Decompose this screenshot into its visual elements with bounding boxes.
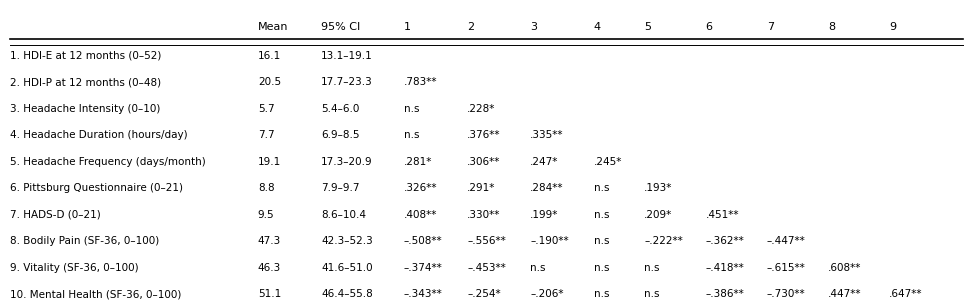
Text: .408**: .408** (404, 210, 437, 220)
Text: 6: 6 (705, 22, 712, 31)
Text: Mean: Mean (258, 22, 288, 31)
Text: 3: 3 (530, 22, 537, 31)
Text: 17.3–20.9: 17.3–20.9 (321, 157, 373, 167)
Text: 47.3: 47.3 (258, 236, 281, 246)
Text: 4. Headache Duration (hours/day): 4. Headache Duration (hours/day) (10, 130, 188, 140)
Text: .228*: .228* (467, 104, 495, 114)
Text: 95% CI: 95% CI (321, 22, 360, 31)
Text: .284**: .284** (530, 183, 563, 193)
Text: .306**: .306** (467, 157, 500, 167)
Text: .193*: .193* (644, 183, 672, 193)
Text: 2. HDI-P at 12 months (0–48): 2. HDI-P at 12 months (0–48) (10, 77, 161, 87)
Text: 13.1–19.1: 13.1–19.1 (321, 51, 373, 61)
Text: –.730**: –.730** (767, 289, 806, 299)
Text: –.206*: –.206* (530, 289, 563, 299)
Text: .247*: .247* (530, 157, 559, 167)
Text: n.s: n.s (594, 263, 609, 273)
Text: 8.6–10.4: 8.6–10.4 (321, 210, 366, 220)
Text: n.s: n.s (644, 289, 660, 299)
Text: 9: 9 (889, 22, 896, 31)
Text: 42.3–52.3: 42.3–52.3 (321, 236, 373, 246)
Text: .326**: .326** (404, 183, 437, 193)
Text: .447**: .447** (828, 289, 861, 299)
Text: 1: 1 (404, 22, 411, 31)
Text: 6. Pittsburg Questionnaire (0–21): 6. Pittsburg Questionnaire (0–21) (10, 183, 183, 193)
Text: 5. Headache Frequency (days/month): 5. Headache Frequency (days/month) (10, 157, 205, 167)
Text: .335**: .335** (530, 130, 563, 140)
Text: n.s: n.s (404, 104, 419, 114)
Text: 7: 7 (767, 22, 774, 31)
Text: 4: 4 (594, 22, 600, 31)
Text: 8.8: 8.8 (258, 183, 274, 193)
Text: 7. HADS-D (0–21): 7. HADS-D (0–21) (10, 210, 100, 220)
Text: 6.9–8.5: 6.9–8.5 (321, 130, 360, 140)
Text: .291*: .291* (467, 183, 495, 193)
Text: –.362**: –.362** (705, 236, 744, 246)
Text: –.556**: –.556** (467, 236, 506, 246)
Text: .330**: .330** (467, 210, 500, 220)
Text: 5.7: 5.7 (258, 104, 274, 114)
Text: 8: 8 (828, 22, 835, 31)
Text: .783**: .783** (404, 77, 437, 87)
Text: 19.1: 19.1 (258, 157, 281, 167)
Text: .608**: .608** (828, 263, 861, 273)
Text: .199*: .199* (530, 210, 559, 220)
Text: –.447**: –.447** (767, 236, 806, 246)
Text: n.s: n.s (594, 210, 609, 220)
Text: 17.7–23.3: 17.7–23.3 (321, 77, 373, 87)
Text: –.343**: –.343** (404, 289, 443, 299)
Text: 41.6–51.0: 41.6–51.0 (321, 263, 373, 273)
Text: .376**: .376** (467, 130, 500, 140)
Text: –.453**: –.453** (467, 263, 506, 273)
Text: 7.7: 7.7 (258, 130, 274, 140)
Text: n.s: n.s (594, 236, 609, 246)
Text: .647**: .647** (889, 289, 922, 299)
Text: 5.4–6.0: 5.4–6.0 (321, 104, 359, 114)
Text: 10. Mental Health (SF-36, 0–100): 10. Mental Health (SF-36, 0–100) (10, 289, 181, 299)
Text: n.s: n.s (594, 183, 609, 193)
Text: 51.1: 51.1 (258, 289, 281, 299)
Text: 8. Bodily Pain (SF-36, 0–100): 8. Bodily Pain (SF-36, 0–100) (10, 236, 159, 246)
Text: 3. Headache Intensity (0–10): 3. Headache Intensity (0–10) (10, 104, 161, 114)
Text: n.s: n.s (404, 130, 419, 140)
Text: .245*: .245* (594, 157, 622, 167)
Text: –.615**: –.615** (767, 263, 806, 273)
Text: .281*: .281* (404, 157, 432, 167)
Text: 20.5: 20.5 (258, 77, 281, 87)
Text: 7.9–9.7: 7.9–9.7 (321, 183, 360, 193)
Text: 9.5: 9.5 (258, 210, 274, 220)
Text: .209*: .209* (644, 210, 672, 220)
Text: –.254*: –.254* (467, 289, 501, 299)
Text: 2: 2 (467, 22, 474, 31)
Text: 46.3: 46.3 (258, 263, 281, 273)
Text: .451**: .451** (705, 210, 739, 220)
Text: –.190**: –.190** (530, 236, 569, 246)
Text: –.418**: –.418** (705, 263, 744, 273)
Text: –.374**: –.374** (404, 263, 443, 273)
Text: n.s: n.s (644, 263, 660, 273)
Text: 16.1: 16.1 (258, 51, 281, 61)
Text: n.s: n.s (530, 263, 546, 273)
Text: –.386**: –.386** (705, 289, 744, 299)
Text: n.s: n.s (594, 289, 609, 299)
Text: 5: 5 (644, 22, 651, 31)
Text: 46.4–55.8: 46.4–55.8 (321, 289, 373, 299)
Text: 9. Vitality (SF-36, 0–100): 9. Vitality (SF-36, 0–100) (10, 263, 138, 273)
Text: –.222**: –.222** (644, 236, 683, 246)
Text: 1. HDI-E at 12 months (0–52): 1. HDI-E at 12 months (0–52) (10, 51, 162, 61)
Text: –.508**: –.508** (404, 236, 443, 246)
